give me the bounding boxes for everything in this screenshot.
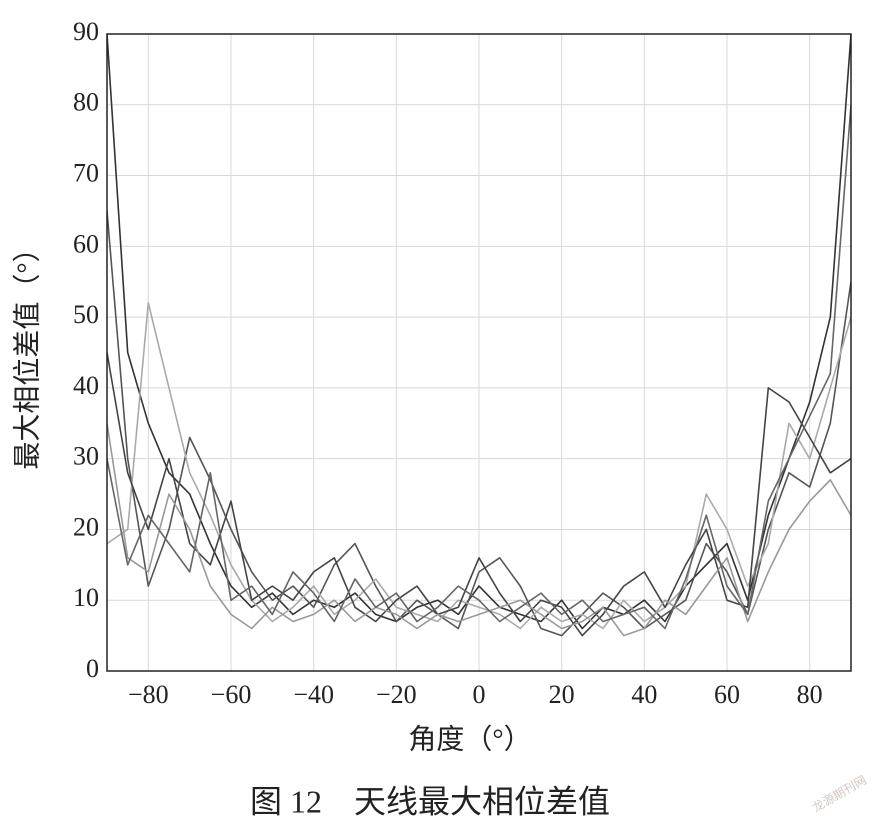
series-line (107, 302, 851, 630)
x-tick-label: 0 (473, 680, 486, 709)
series-line (107, 423, 851, 637)
x-tick-label: 20 (549, 680, 575, 709)
watermark: 龙源期刊网 (810, 773, 869, 815)
x-tick-label: −20 (376, 680, 417, 709)
x-tick-label: 60 (714, 680, 740, 709)
series-line (107, 34, 851, 630)
y-tick-label: 90 (73, 17, 99, 46)
y-tick-label: 30 (73, 442, 99, 471)
y-tick-label: 10 (73, 583, 99, 612)
series-line (107, 104, 851, 630)
x-tick-label: −40 (293, 680, 334, 709)
caption: 图 12 天线最大相位差值 (250, 783, 610, 819)
x-axis-label: 角度（°） (408, 723, 531, 755)
x-tick-label: −60 (211, 680, 252, 709)
plot-frame (106, 33, 852, 672)
y-tick-label: 0 (86, 654, 99, 683)
series-line (107, 210, 851, 637)
y-tick-label: 50 (73, 300, 99, 329)
y-tick-label: 20 (73, 512, 99, 541)
y-tick-label: 80 (73, 88, 99, 117)
y-tick-label: 40 (73, 371, 99, 400)
x-tick-label: 40 (631, 680, 657, 709)
y-tick-label: 70 (73, 159, 99, 188)
x-tick-label: −80 (128, 680, 169, 709)
y-axis-label: 最大相位差值（°） (11, 234, 43, 469)
x-tick-label: 80 (797, 680, 823, 709)
y-tick-label: 60 (73, 229, 99, 258)
series-line (107, 352, 851, 637)
